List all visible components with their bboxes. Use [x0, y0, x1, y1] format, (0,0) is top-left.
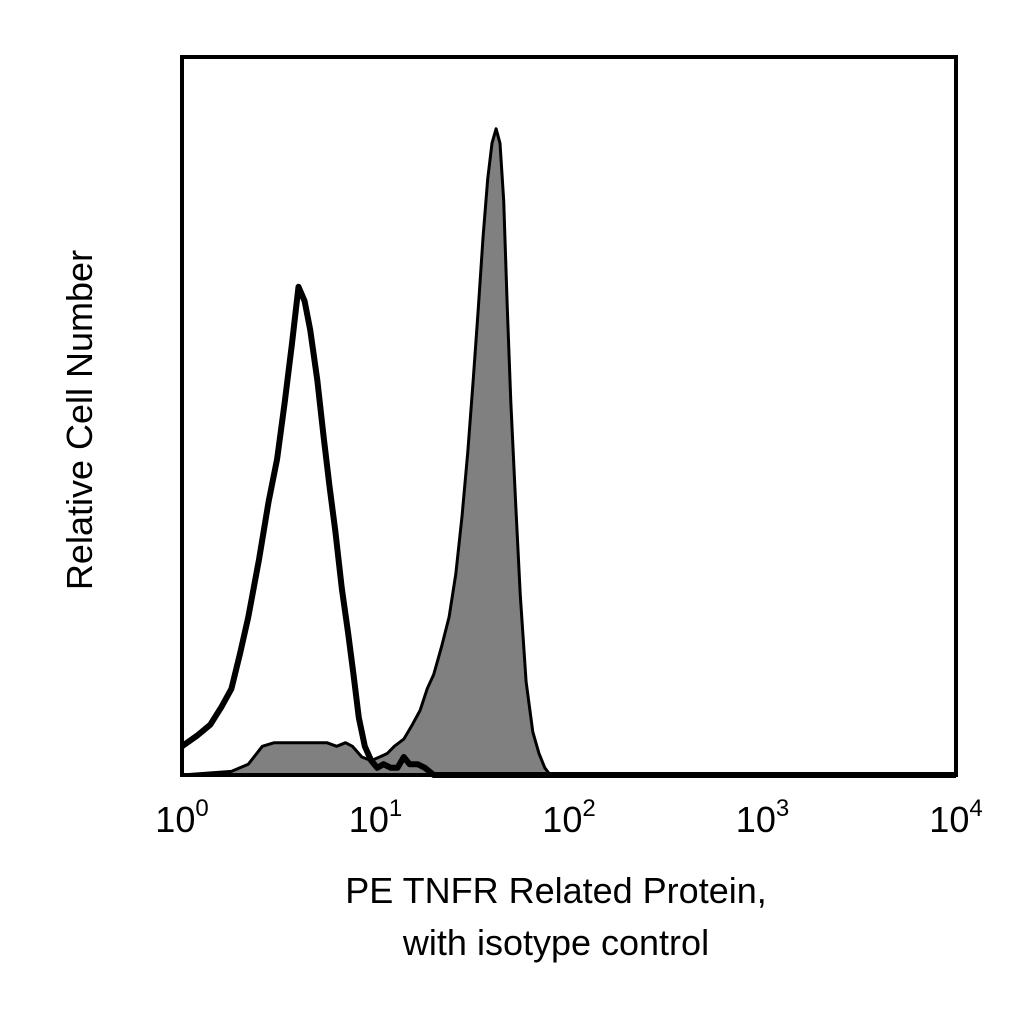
histogram-filled-series — [180, 127, 958, 777]
y-axis-label: Relative Cell Number — [59, 250, 100, 590]
x-tick-label-1: 101 — [349, 795, 402, 840]
x-tick-label-3: 103 — [736, 795, 789, 840]
x-tick-labels: 100 101 102 103 104 — [155, 795, 982, 840]
series-layer — [180, 127, 958, 778]
x-tick-label-0: 100 — [155, 795, 208, 840]
x-tick-label-4: 104 — [929, 795, 982, 840]
x-tick-label-2: 102 — [542, 795, 595, 840]
plot-frame — [180, 55, 958, 777]
x-axis-label-line-1: PE TNFR Related Protein, — [345, 870, 767, 911]
histogram-outline-series — [180, 283, 956, 778]
x-axis-label-line-2: with isotype control — [402, 922, 709, 963]
